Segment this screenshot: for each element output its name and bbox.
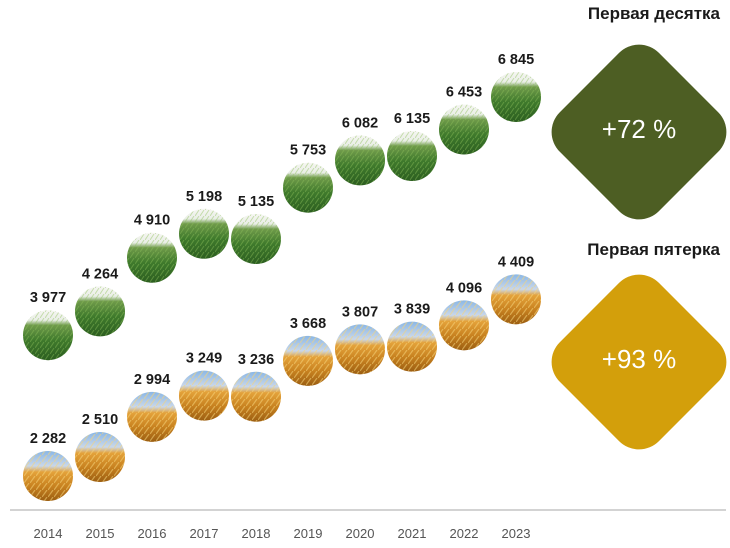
x-tick-label: 2023 [502,526,531,541]
legend-bottom-series: Первая пятерка [587,240,720,259]
top10-value-label: 6 135 [394,111,430,127]
top5-point [283,335,333,386]
top5-value-label: 4 409 [498,254,534,270]
top10-value-label: 4 910 [134,213,170,229]
top10-value-label: 5 135 [238,194,274,210]
top10-value-label: 6 082 [342,115,378,131]
bottom-badge-value: +93 % [601,344,677,374]
x-tick-label: 2018 [242,526,271,541]
top5-value-label: 4 096 [446,280,482,296]
top5-point [23,451,73,501]
top5-value-label: 2 510 [82,412,118,428]
top10-value-label: 4 264 [82,266,118,282]
top5-point [387,321,437,372]
x-tick-label: 2020 [346,526,375,541]
top10-point [75,286,125,337]
top5-point [439,300,489,351]
top10-value-label: 6 453 [446,85,482,101]
x-tick-label: 2014 [34,526,63,541]
top10-value-label: 5 753 [290,143,326,159]
top5-value-label: 3 668 [290,316,326,332]
x-tick-label: 2017 [190,526,219,541]
x-tick-label: 2015 [86,526,115,541]
top5-value-label: 2 994 [134,372,170,388]
top10-value-label: 3 977 [30,290,66,306]
x-tick-label: 2019 [294,526,323,541]
top10-point [439,104,489,155]
top10-point [23,310,73,361]
top5-point [127,391,177,442]
x-tick-label: 2022 [450,526,479,541]
x-tick-label: 2021 [398,526,427,541]
top-badge-value: +72 % [601,114,677,144]
top5-value-label: 3 249 [186,351,222,367]
top5-value-label: 3 839 [394,302,430,318]
top5-point [335,324,385,375]
top5-value-label: 3 236 [238,352,274,368]
top10-value-label: 5 198 [186,189,222,205]
x-tick-label: 2016 [138,526,167,541]
legend-top-series: Первая десятка [587,4,720,23]
top10-point [231,214,281,265]
top5-point [179,370,229,421]
top5-point [491,274,541,325]
top10-point [335,135,385,186]
top5-value-label: 3 807 [342,304,378,320]
top5-value-label: 2 282 [30,431,66,447]
top5-point [75,432,125,483]
top10-value-label: 6 845 [498,52,534,68]
top10-point [283,162,333,213]
top5-point [231,371,281,422]
top10-point [179,208,229,259]
top10-point [387,130,437,181]
top10-point [127,232,177,283]
top10-point [491,72,541,122]
